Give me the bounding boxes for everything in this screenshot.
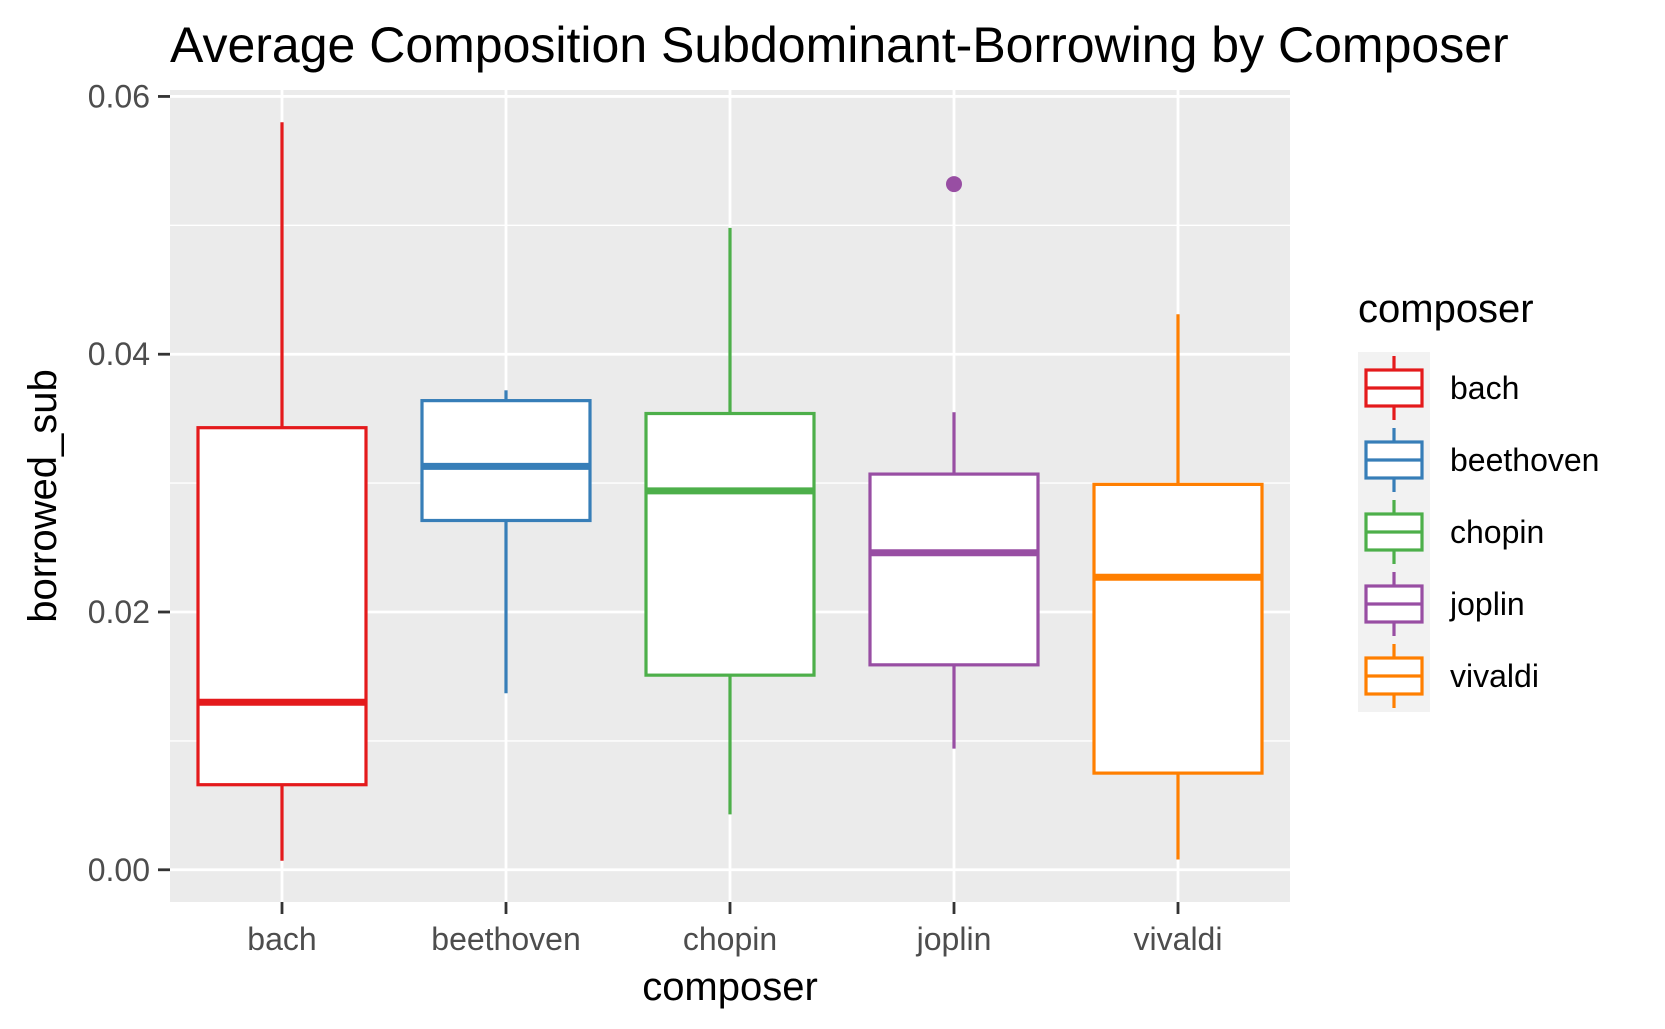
y-axis-title: borrowed_sub [21, 369, 65, 623]
y-tick-label: 0.04 [88, 336, 150, 372]
legend-title: composer [1358, 287, 1534, 331]
legend-item-vivaldi: vivaldi [1364, 644, 1539, 708]
box-iqr [196, 426, 368, 787]
x-tick-label: bach [247, 921, 316, 957]
legend-item-chopin: chopin [1364, 500, 1544, 564]
legend-label: bach [1450, 370, 1519, 406]
boxes [196, 122, 1264, 861]
outlier-point [946, 176, 962, 193]
legend-label: beethoven [1450, 442, 1599, 478]
legend-label: vivaldi [1450, 658, 1539, 694]
x-axis: bach beethoven chopin joplin vivaldi [247, 902, 1222, 957]
legend-item-beethoven: beethoven [1364, 428, 1599, 492]
y-axis: 0.00 0.02 0.04 0.06 [88, 78, 170, 888]
box-chopin [644, 227, 816, 815]
box-bach [196, 122, 368, 861]
box-iqr [644, 411, 816, 677]
x-tick-label: joplin [916, 921, 992, 957]
y-tick-label: 0.06 [88, 78, 150, 114]
x-tick-label: chopin [683, 921, 777, 957]
box-iqr [1092, 482, 1264, 775]
y-tick-label: 0.02 [88, 594, 150, 630]
y-tick-label: 0.00 [88, 852, 150, 888]
legend-item-bach: bach [1364, 356, 1519, 420]
legend-label: joplin [1449, 586, 1525, 622]
x-tick-label: vivaldi [1134, 921, 1223, 957]
box-iqr [420, 399, 592, 523]
legend-item-joplin: joplin [1364, 572, 1525, 636]
box-beethoven [420, 390, 592, 694]
legend: composer bach beethoven chopin joplin vivald… [1358, 287, 1599, 712]
box-iqr [868, 472, 1040, 667]
x-tick-label: beethoven [431, 921, 580, 957]
x-axis-title: composer [642, 965, 818, 1009]
box-vivaldi [1092, 314, 1264, 860]
chart-title: Average Composition Subdominant-Borrowin… [170, 17, 1509, 73]
legend-label: chopin [1450, 514, 1544, 550]
box-joplin [868, 176, 1040, 749]
